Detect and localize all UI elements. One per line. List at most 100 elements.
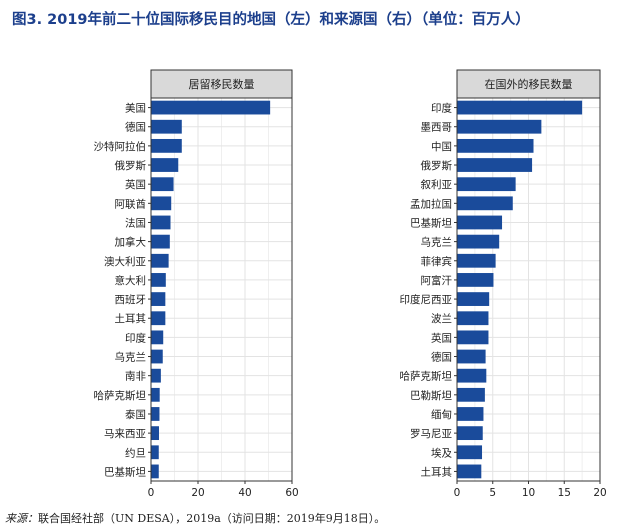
bar-罗马尼亚	[457, 426, 483, 441]
category-label: 孟加拉国	[410, 197, 452, 210]
category-label: 约旦	[125, 446, 146, 459]
x-tick-label: 0	[148, 487, 155, 499]
bar-加拿大	[151, 234, 170, 249]
category-label: 南非	[125, 370, 146, 383]
category-label: 哈萨克斯坦	[94, 389, 147, 402]
category-label: 埃及	[431, 446, 452, 459]
category-label: 英国	[431, 331, 452, 344]
bar-英国	[457, 330, 489, 345]
category-label: 德国	[125, 121, 146, 134]
category-label: 缅甸	[431, 408, 452, 421]
category-label: 澳大利亚	[104, 255, 146, 268]
x-tick-label: 60	[285, 487, 298, 499]
category-label: 菲律宾	[421, 255, 453, 268]
bar-巴基斯坦	[457, 215, 503, 230]
bar-印度	[457, 100, 583, 115]
figure-title: 图3. 2019年前二十位国际移民目的地国（左）和来源国（右）（单位：百万人）	[12, 12, 530, 28]
category-label: 巴基斯坦	[104, 465, 146, 478]
bar-俄罗斯	[151, 158, 179, 172]
category-label: 乌克兰	[115, 351, 147, 364]
bar-印度尼西亚	[457, 292, 490, 306]
category-label: 波兰	[431, 312, 452, 325]
category-label: 阿富汗	[421, 274, 453, 287]
left-panel-destination-countries: 居留移民数量美国德国沙特阿拉伯俄罗斯英国阿联酋法国加拿大澳大利亚意大利西班牙土耳…	[94, 69, 299, 499]
bar-阿联酋	[151, 196, 172, 211]
panel-title: 在国外的移民数量	[485, 77, 573, 91]
bar-美国	[151, 100, 271, 115]
bar-沙特阿拉伯	[151, 138, 182, 153]
category-label: 美国	[125, 102, 146, 115]
x-tick-label: 15	[558, 487, 571, 499]
category-label: 哈萨克斯坦	[400, 370, 453, 383]
category-label: 德国	[431, 351, 452, 364]
category-label: 英国	[125, 178, 146, 191]
category-label: 阿联酋	[115, 197, 147, 210]
bar-土耳其	[457, 464, 482, 479]
bar-俄罗斯	[457, 158, 533, 172]
category-label: 罗马尼亚	[410, 428, 452, 440]
category-label: 马来西亚	[104, 428, 146, 440]
source-label: 来源：	[5, 512, 38, 525]
bar-巴勒斯坦	[457, 387, 485, 402]
category-label: 墨西哥	[421, 122, 453, 134]
category-label: 俄罗斯	[421, 159, 453, 172]
source-note: 来源：联合国经社部（UN DESA），2019a（访问日期：2019年9月18日…	[5, 510, 385, 526]
category-label: 印度尼西亚	[400, 293, 453, 306]
x-tick-label: 10	[522, 487, 535, 499]
bar-意大利	[151, 273, 166, 287]
bar-英国	[151, 177, 174, 192]
category-label: 土耳其	[421, 465, 453, 478]
category-label: 意大利	[115, 274, 147, 287]
category-label: 加拿大	[115, 236, 147, 249]
panel-header	[456, 69, 601, 99]
bar-哈萨克斯坦	[457, 368, 487, 383]
category-label: 沙特阿拉伯	[94, 140, 147, 153]
category-label: 法国	[125, 216, 146, 229]
x-tick-label: 40	[238, 487, 251, 499]
bar-土耳其	[151, 311, 166, 326]
bar-缅甸	[457, 407, 484, 421]
bar-中国	[457, 138, 534, 153]
category-label: 泰国	[125, 408, 146, 421]
bar-德国	[457, 349, 486, 364]
bar-德国	[151, 119, 182, 134]
category-label: 乌克兰	[421, 236, 453, 249]
bar-马来西亚	[151, 426, 159, 441]
x-tick-label: 5	[489, 487, 496, 499]
category-label: 巴基斯坦	[410, 216, 452, 229]
bar-西班牙	[151, 292, 166, 306]
category-label: 印度	[125, 331, 146, 344]
bar-哈萨克斯坦	[151, 387, 160, 402]
bar-埃及	[457, 445, 483, 460]
bar-叙利亚	[457, 177, 516, 192]
plot-border	[150, 97, 293, 482]
category-label: 印度	[431, 102, 452, 115]
x-tick-label: 20	[191, 487, 204, 499]
category-label: 俄罗斯	[115, 159, 147, 172]
bar-乌克兰	[457, 234, 500, 249]
bar-法国	[151, 215, 171, 230]
bar-波兰	[457, 311, 489, 326]
bar-孟加拉国	[457, 196, 513, 211]
bar-约旦	[151, 445, 159, 460]
bar-泰国	[151, 407, 160, 421]
bar-乌克兰	[151, 349, 163, 364]
x-tick-label: 0	[454, 487, 461, 499]
panel-header	[150, 69, 293, 99]
bar-巴基斯坦	[151, 464, 159, 479]
bar-墨西哥	[457, 119, 542, 134]
bar-阿富汗	[457, 273, 494, 287]
category-label: 叙利亚	[421, 178, 453, 191]
category-label: 巴勒斯坦	[410, 389, 452, 402]
x-tick-label: 20	[593, 487, 606, 499]
bar-印度	[151, 330, 164, 345]
category-label: 中国	[431, 140, 452, 153]
category-label: 西班牙	[115, 294, 147, 306]
bar-南非	[151, 368, 161, 383]
panel-title: 居留移民数量	[189, 78, 255, 91]
source-text: 联合国经社部（UN DESA），2019a（访问日期：2019年9月18日）。	[38, 512, 386, 525]
category-label: 土耳其	[115, 312, 147, 325]
bar-菲律宾	[457, 253, 496, 268]
right-panel-origin-countries: 在国外的移民数量印度墨西哥中国俄罗斯叙利亚孟加拉国巴基斯坦乌克兰菲律宾阿富汗印度…	[400, 69, 607, 499]
